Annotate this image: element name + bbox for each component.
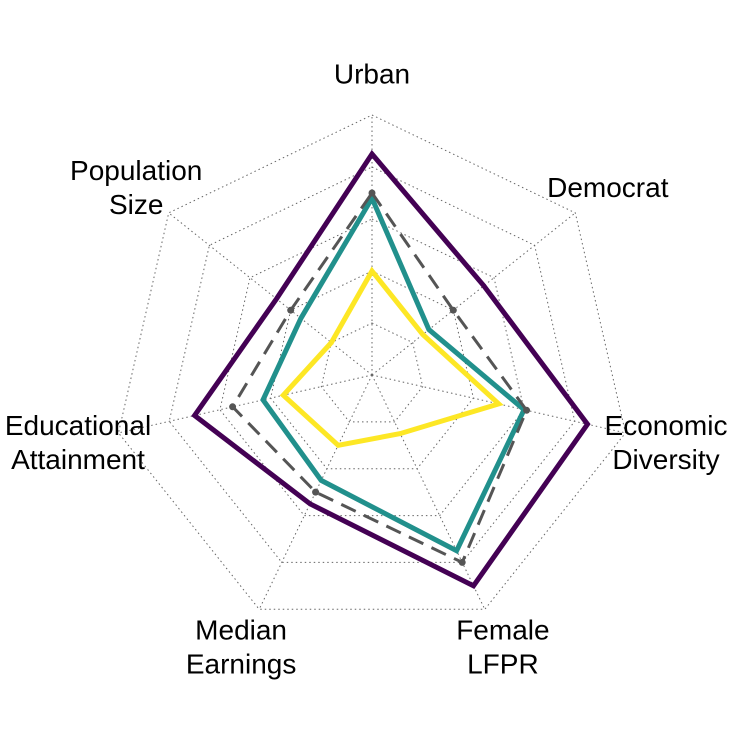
axis-label-line: Attainment: [11, 444, 145, 475]
series-line-1: [191, 149, 591, 589]
axis-label: Population Size: [70, 155, 202, 220]
grid-spoke: [258, 374, 373, 610]
axis-label: Female LFPR: [456, 615, 549, 680]
axis-label: Democrat: [547, 172, 669, 203]
series-point: [523, 406, 531, 414]
grid-ring: [219, 218, 525, 517]
grid-spoke: [371, 374, 486, 610]
grid-ring: [270, 270, 474, 470]
radar-grid: [117, 114, 627, 610]
axis-label-line: Democrat: [547, 172, 669, 203]
radar-series: [191, 149, 591, 589]
axis-label-line: Earnings: [186, 649, 297, 680]
axis-labels: Urban Democrat Economic Diversity Female LFPR…: [5, 58, 728, 679]
axis-label-line: Size: [109, 189, 163, 220]
axis-label-line: Population: [70, 155, 202, 186]
series-point: [449, 306, 457, 314]
series-point: [229, 403, 237, 411]
axis-label-line: Diversity: [612, 444, 719, 475]
grid-spoke: [371, 374, 626, 434]
axis-label: Median Earnings: [186, 615, 297, 680]
axis-label-line: Educational: [5, 410, 151, 441]
grid-spoke: [118, 374, 373, 434]
axis-label-line: LFPR: [467, 649, 539, 680]
series-point: [458, 558, 466, 566]
axis-label-line: Economic: [605, 410, 728, 441]
axis-label-line: Median: [195, 615, 287, 646]
axis-label-line: Female: [456, 615, 549, 646]
series-point: [287, 306, 295, 314]
grid-spoke: [371, 212, 576, 376]
series-line-2: [260, 192, 528, 555]
series-line-3: [230, 190, 529, 565]
series-point: [312, 488, 320, 496]
axis-label: Urban: [334, 58, 410, 89]
series-line-4: [279, 266, 504, 448]
axis-label: Educational Attainment: [5, 410, 151, 475]
series-point: [368, 189, 376, 197]
grid-spoke: [168, 212, 373, 376]
grid-ring: [320, 322, 424, 423]
axis-label-line: Urban: [334, 58, 410, 89]
axis-label: Economic Diversity: [605, 410, 728, 475]
